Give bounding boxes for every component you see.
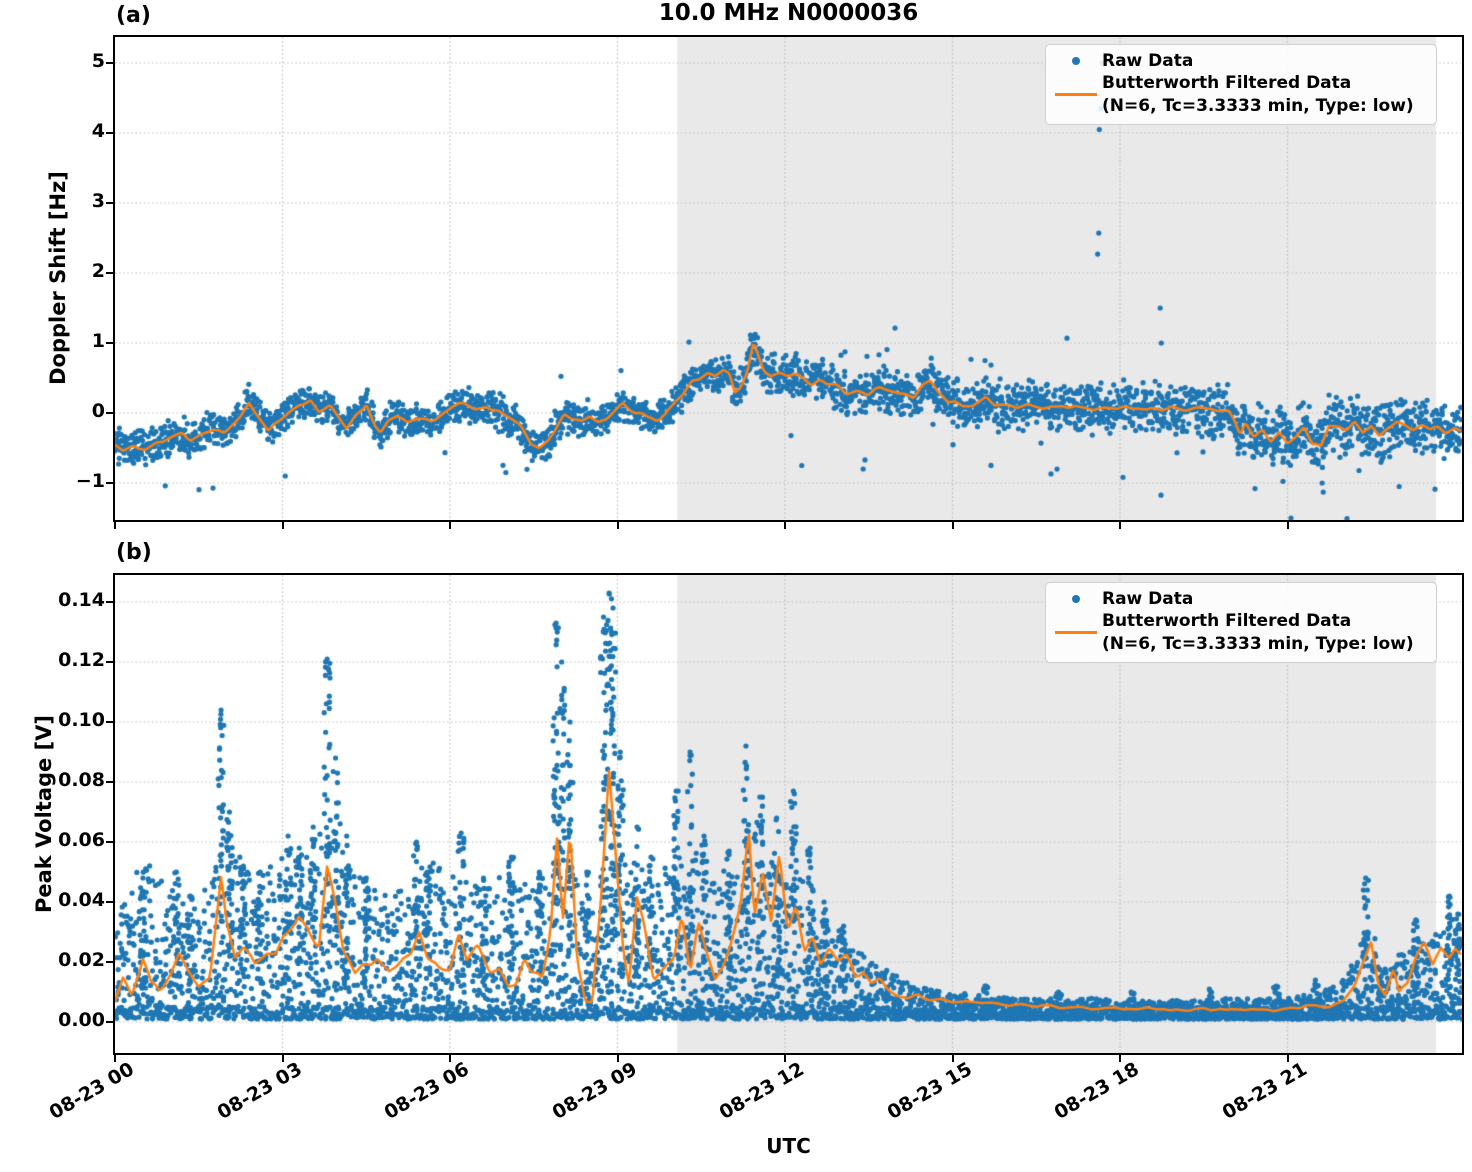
x-tick-mark: [281, 1055, 284, 1062]
y-tick-mark: [106, 661, 113, 663]
legend-raw-row: Raw Data: [1050, 50, 1428, 72]
x-tick-mark: [1286, 522, 1289, 529]
raw-data-marker-cell: [1050, 57, 1102, 66]
panel-a-plot-area: Raw Data Butterworth Filtered Data (N=6, …: [113, 35, 1464, 522]
y-tick-mark: [106, 342, 113, 344]
x-tick-mark: [1119, 522, 1121, 529]
filtered-data-marker-cell: [1050, 93, 1102, 97]
y-tick-label: 0.08: [58, 769, 105, 791]
y-tick-mark: [106, 901, 113, 903]
y-tick-label: 0: [91, 400, 105, 422]
y-tick-mark: [106, 841, 113, 843]
panel-b-tag: (b): [116, 540, 152, 565]
y-tick-label: 0.06: [58, 829, 105, 851]
raw-data-marker-cell: [1050, 595, 1102, 604]
x-tick-mark: [114, 1055, 116, 1062]
x-tick-label: 08-23 00: [45, 1058, 138, 1124]
x-tick-mark: [281, 522, 284, 529]
y-tick-mark: [106, 412, 113, 414]
y-tick-label: 0.00: [58, 1009, 105, 1031]
y-tick-label: 2: [91, 260, 105, 282]
panel-a-y-axis-label: Doppler Shift [Hz]: [46, 171, 70, 385]
legend-raw-row: Raw Data: [1050, 588, 1428, 610]
x-tick-label: 08-23 09: [548, 1058, 641, 1124]
x-tick-label: 08-23 06: [380, 1058, 473, 1124]
y-tick-label: 0.10: [58, 709, 105, 731]
legend-filtered-subtitle: (N=6, Tc=3.3333 min, Type: low): [1102, 633, 1414, 654]
y-tick-label: 1: [91, 330, 105, 352]
panel-b-y-axis-label: Peak Voltage [V]: [32, 714, 56, 914]
panel-b-plot-area: Raw Data Butterworth Filtered Data (N=6, …: [113, 573, 1464, 1055]
legend-filtered-title: Butterworth Filtered Data: [1102, 73, 1352, 94]
y-tick-mark: [106, 601, 113, 603]
legend-raw-label: Raw Data: [1102, 51, 1194, 71]
y-tick-mark: [106, 781, 113, 783]
x-tick-label: 08-23 15: [883, 1058, 976, 1124]
y-tick-label: 0.02: [58, 949, 105, 971]
x-tick-mark: [449, 1055, 451, 1062]
y-tick-mark: [106, 721, 113, 723]
y-tick-mark: [106, 202, 113, 204]
y-tick-label: 3: [91, 190, 105, 212]
filtered-data-marker-cell: [1050, 631, 1102, 635]
x-tick-mark: [784, 522, 786, 529]
y-tick-label: 4: [91, 120, 105, 142]
panel-a-legend: Raw Data Butterworth Filtered Data (N=6, …: [1045, 44, 1437, 126]
raw-data-dot-icon: [1072, 595, 1080, 604]
x-tick-mark: [784, 1055, 786, 1062]
y-tick-label: 0.12: [58, 649, 105, 671]
x-tick-mark: [616, 1055, 619, 1062]
filtered-data-line-icon: [1055, 93, 1097, 97]
legend-filtered-label: Butterworth Filtered Data (N=6, Tc=3.3333…: [1102, 72, 1414, 117]
x-tick-mark: [951, 522, 954, 529]
y-tick-label: −1: [75, 470, 105, 492]
legend-filtered-row: Butterworth Filtered Data (N=6, Tc=3.3333…: [1050, 610, 1428, 655]
legend-filtered-label: Butterworth Filtered Data (N=6, Tc=3.3333…: [1102, 610, 1414, 655]
x-tick-label: 08-23 18: [1050, 1058, 1143, 1124]
panel-a-tag: (a): [116, 3, 151, 28]
y-tick-mark: [106, 62, 113, 64]
legend-filtered-title: Butterworth Filtered Data: [1102, 611, 1352, 632]
x-tick-mark: [616, 522, 619, 529]
x-tick-mark: [1286, 1055, 1289, 1062]
legend-raw-label: Raw Data: [1102, 589, 1194, 609]
panel-b-legend: Raw Data Butterworth Filtered Data (N=6, …: [1045, 582, 1437, 664]
x-tick-label: 08-23 03: [213, 1058, 306, 1124]
x-tick-mark: [951, 1055, 954, 1062]
y-tick-mark: [106, 1021, 113, 1023]
legend-filtered-subtitle: (N=6, Tc=3.3333 min, Type: low): [1102, 95, 1414, 116]
y-tick-label: 0.04: [58, 889, 105, 911]
x-tick-mark: [1119, 1055, 1121, 1062]
x-tick-mark: [114, 522, 116, 529]
y-tick-label: 0.14: [58, 589, 105, 611]
x-tick-label: 08-23 12: [715, 1058, 808, 1124]
y-tick-mark: [106, 961, 113, 963]
raw-data-dot-icon: [1072, 57, 1080, 66]
legend-filtered-row: Butterworth Filtered Data (N=6, Tc=3.3333…: [1050, 72, 1428, 117]
figure-title: 10.0 MHz N0000036: [658, 0, 919, 26]
x-tick-mark: [449, 522, 451, 529]
x-axis-label: UTC: [766, 1134, 811, 1158]
x-tick-label: 08-23 21: [1218, 1058, 1311, 1124]
y-tick-label: 5: [91, 50, 105, 72]
y-tick-mark: [106, 482, 113, 484]
filtered-data-line-icon: [1055, 631, 1097, 635]
y-tick-mark: [106, 272, 113, 274]
y-tick-mark: [106, 132, 113, 134]
